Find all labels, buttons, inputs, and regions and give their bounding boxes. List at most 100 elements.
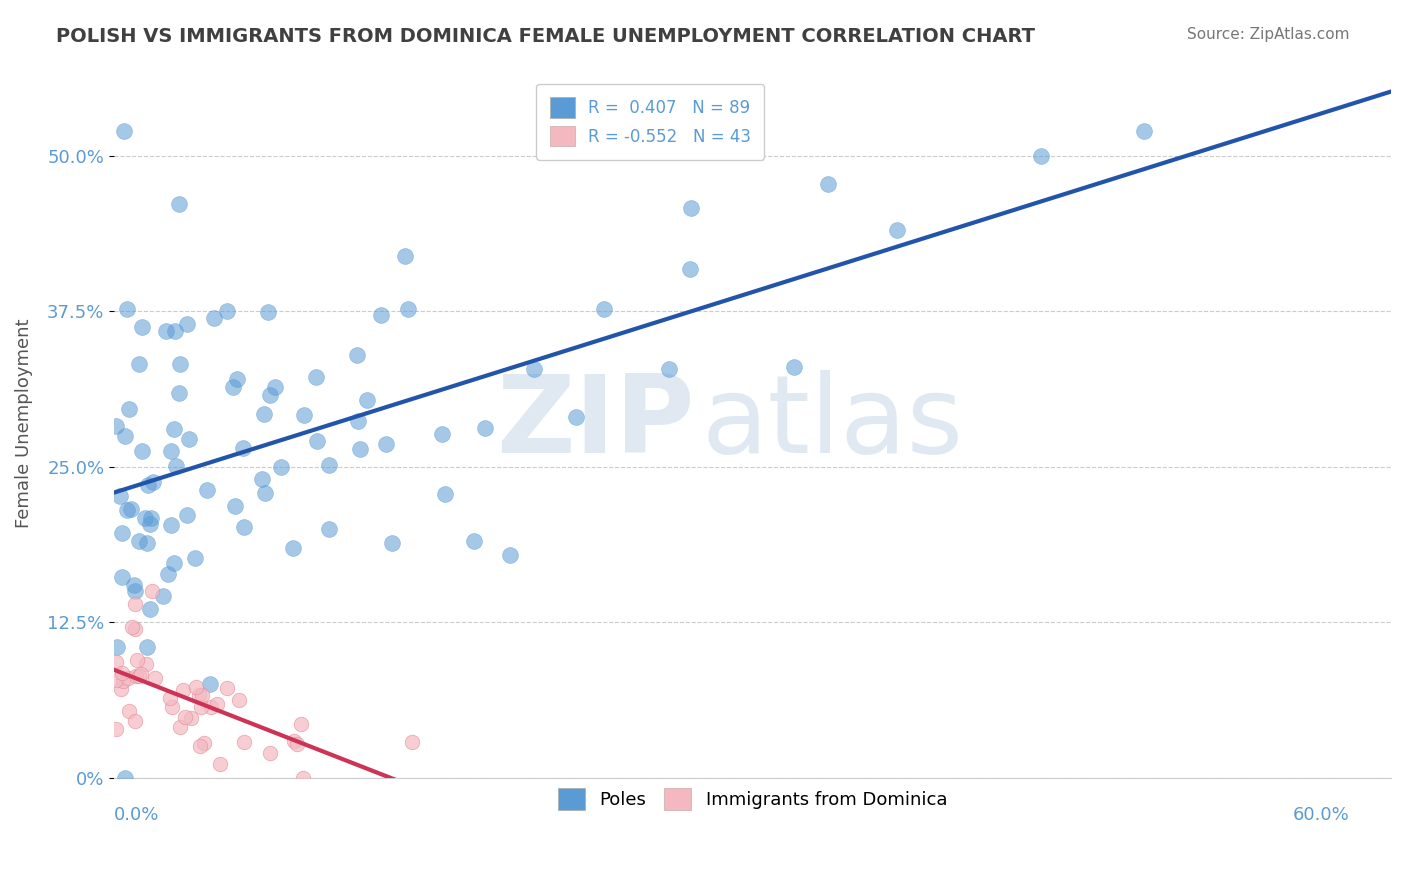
Point	[190, 739, 212, 753]
Text: atlas: atlas	[702, 370, 963, 476]
Point	[658, 362, 681, 376]
Point	[173, 710, 195, 724]
Point	[115, 502, 138, 516]
Point	[136, 640, 159, 654]
Point	[117, 671, 139, 685]
Point	[394, 249, 416, 263]
Point	[136, 478, 159, 492]
Point	[817, 178, 839, 192]
Point	[111, 526, 134, 541]
Point	[396, 302, 419, 317]
Point	[318, 522, 340, 536]
Text: 0.0%: 0.0%	[114, 806, 159, 824]
Point	[131, 319, 153, 334]
Text: POLISH VS IMMIGRANTS FROM DOMINICA FEMALE UNEMPLOYMENT CORRELATION CHART: POLISH VS IMMIGRANTS FROM DOMINICA FEMAL…	[56, 27, 1035, 45]
Point	[593, 302, 616, 317]
Point	[163, 556, 186, 570]
Point	[128, 534, 150, 549]
Point	[498, 548, 520, 562]
Point	[250, 471, 273, 485]
Point	[198, 677, 221, 691]
Point	[270, 460, 292, 475]
Point	[253, 407, 276, 421]
Point	[105, 655, 128, 669]
Point	[191, 689, 214, 703]
Point	[565, 409, 588, 424]
Point	[474, 421, 496, 435]
Point	[139, 511, 162, 525]
Point	[117, 705, 139, 719]
Point	[305, 369, 328, 384]
Point	[108, 489, 131, 503]
Point	[263, 380, 285, 394]
Point	[281, 541, 304, 555]
Point	[118, 402, 141, 417]
Point	[186, 680, 208, 694]
Point	[139, 601, 162, 615]
Point	[381, 535, 404, 549]
Text: ZIP: ZIP	[496, 370, 695, 476]
Point	[134, 511, 156, 525]
Point	[463, 534, 485, 549]
Point	[124, 597, 146, 611]
Point	[179, 433, 201, 447]
Point	[135, 657, 157, 672]
Point	[681, 201, 703, 215]
Point	[886, 223, 908, 237]
Point	[205, 697, 228, 711]
Point	[172, 683, 194, 698]
Point	[165, 459, 187, 474]
Point	[160, 700, 183, 714]
Point	[254, 485, 277, 500]
Point	[208, 757, 231, 772]
Point	[215, 681, 238, 695]
Point	[143, 672, 166, 686]
Point	[110, 570, 132, 584]
Point	[176, 318, 198, 332]
Point	[259, 387, 281, 401]
Point	[401, 735, 423, 749]
Point	[124, 714, 146, 728]
Point	[121, 620, 143, 634]
Point	[228, 693, 250, 707]
Point	[125, 668, 148, 682]
Point	[1029, 148, 1052, 162]
Point	[115, 301, 138, 316]
Point	[225, 372, 247, 386]
Point	[157, 567, 180, 582]
Point	[107, 640, 129, 655]
Point	[165, 324, 187, 338]
Point	[257, 305, 280, 319]
Point	[128, 669, 150, 683]
Point	[128, 357, 150, 371]
Point	[318, 458, 340, 473]
Point	[110, 681, 132, 696]
Point	[233, 520, 256, 534]
Point	[292, 408, 315, 422]
Point	[112, 124, 135, 138]
Point	[232, 442, 254, 456]
Point	[120, 501, 142, 516]
Point	[141, 584, 163, 599]
Point	[346, 414, 368, 428]
Point	[111, 674, 134, 689]
Point	[202, 311, 225, 326]
Point	[233, 735, 256, 749]
Point	[114, 771, 136, 785]
Point	[290, 717, 312, 731]
Point	[193, 736, 215, 750]
Point	[131, 444, 153, 458]
Point	[105, 418, 128, 433]
Point	[430, 427, 453, 442]
Point	[169, 357, 191, 371]
Point	[195, 483, 218, 498]
Point	[136, 536, 159, 550]
Point	[129, 666, 152, 681]
Point	[434, 487, 457, 501]
Point	[152, 589, 174, 603]
Point	[200, 700, 222, 714]
Point	[125, 653, 148, 667]
Point	[184, 550, 207, 565]
Point	[783, 360, 806, 375]
Point	[1133, 124, 1156, 138]
